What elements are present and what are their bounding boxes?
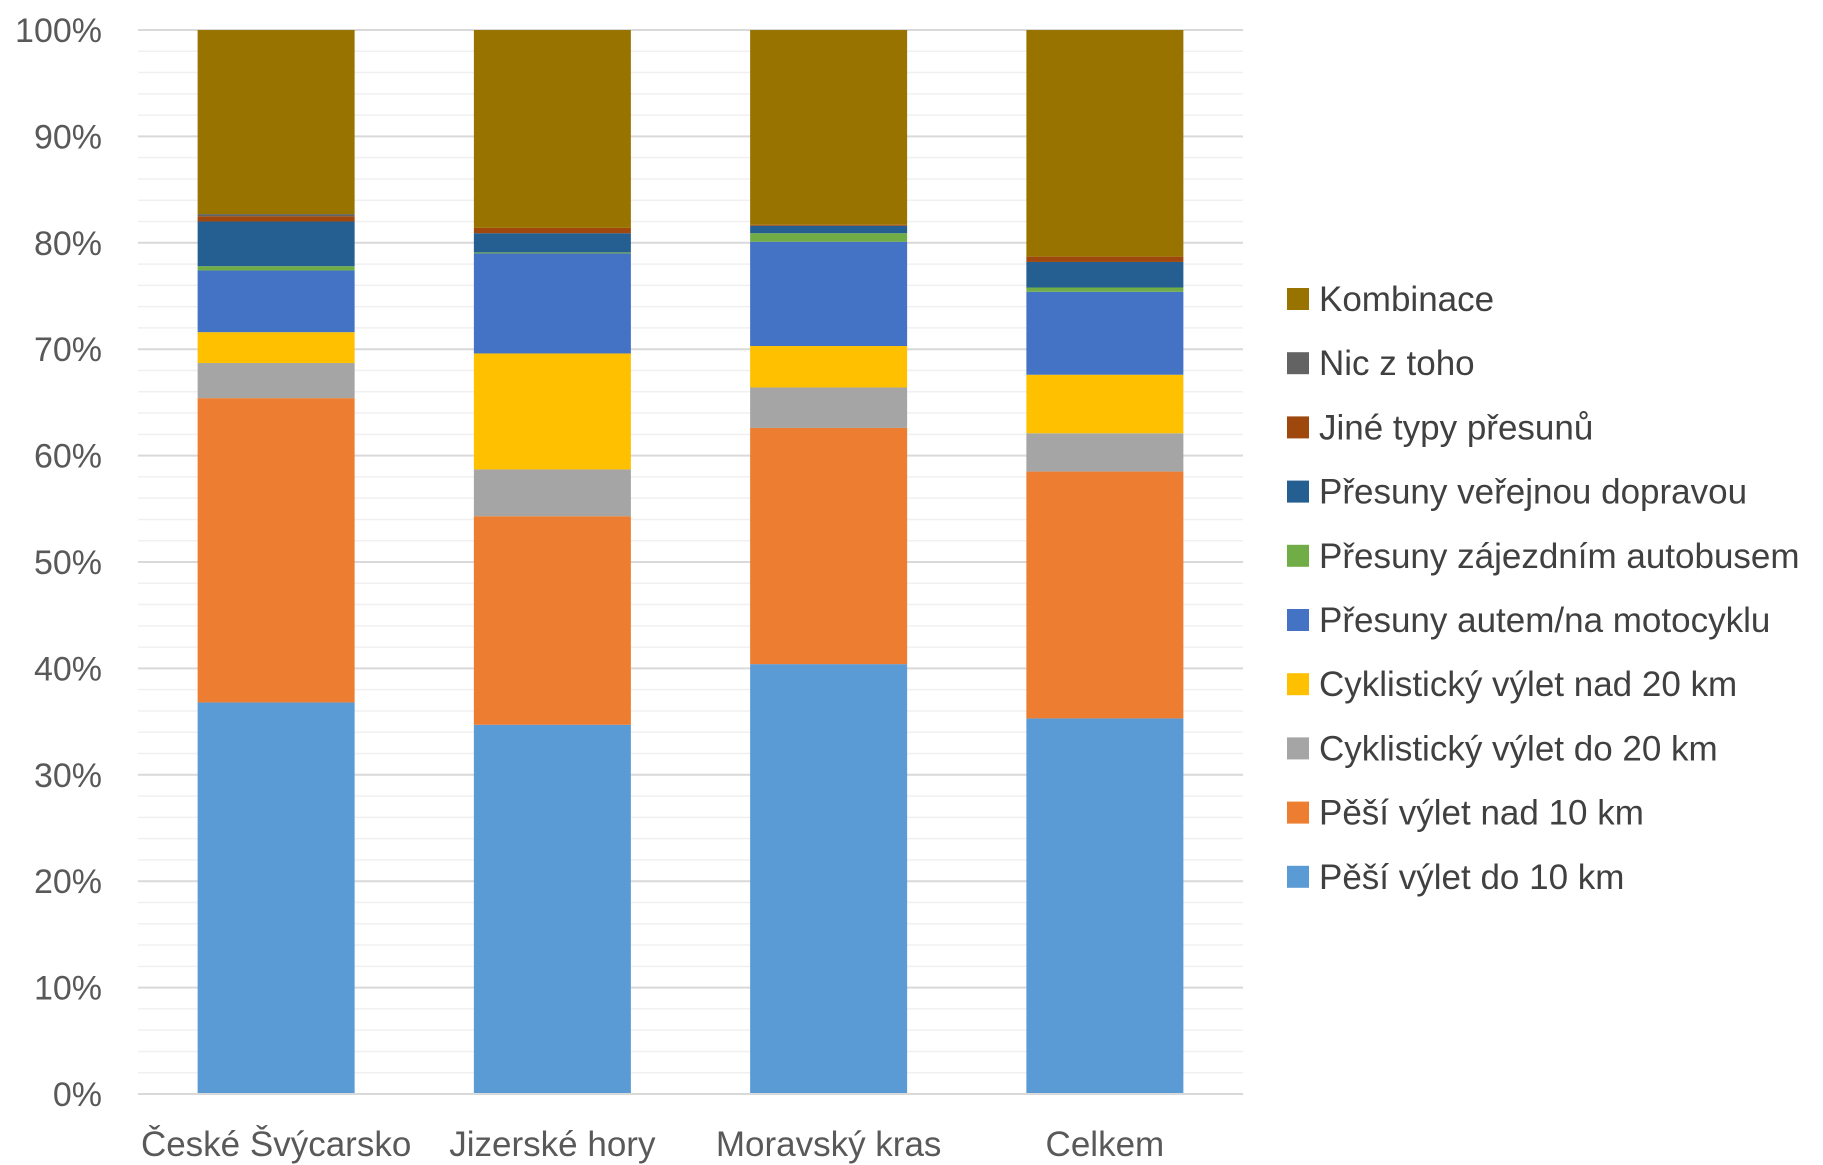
legend-label: Přesuny autem/na motocyklu <box>1319 601 1770 640</box>
bar-segment <box>1026 718 1184 1094</box>
bar-segment <box>473 252 631 254</box>
legend-swatch <box>1287 288 1309 310</box>
x-category-label: Jizerské hory <box>449 1125 656 1164</box>
legend-swatch <box>1287 609 1309 631</box>
bar-segment <box>197 30 355 215</box>
legend-label: Pěší výlet nad 10 km <box>1319 794 1644 833</box>
legend-label: Cyklistický výlet nad 20 km <box>1319 665 1737 704</box>
bar-segment <box>473 724 631 1094</box>
bar-segment <box>473 253 631 354</box>
legend-swatch <box>1287 544 1309 567</box>
bar-segment <box>473 469 631 517</box>
bar-segment <box>750 233 908 242</box>
bar-segment <box>1026 30 1184 257</box>
y-tick-label: 20% <box>34 863 102 901</box>
y-tick-label: 10% <box>34 970 102 1008</box>
legend-swatch <box>1287 416 1309 439</box>
bar-segment <box>1026 374 1184 434</box>
y-tick-label: 30% <box>34 757 102 795</box>
legend-swatch <box>1287 737 1309 760</box>
legend-swatch <box>1287 673 1309 696</box>
legend-swatch <box>1287 801 1309 824</box>
y-tick-label: 0% <box>53 1076 102 1114</box>
legend-label: Pěší výlet do 10 km <box>1319 858 1624 897</box>
bar-segment <box>750 346 908 388</box>
y-tick-label: 100% <box>15 12 102 50</box>
legend-item: Cyklistický výlet nad 20 km <box>1287 665 1737 704</box>
legend-swatch <box>1287 865 1309 888</box>
x-category-label: Moravský kras <box>716 1125 942 1164</box>
bar-segment <box>750 241 908 347</box>
legend-label: Kombinace <box>1319 280 1494 319</box>
bar-segment <box>750 224 908 226</box>
legend-item: Pěší výlet nad 10 km <box>1287 794 1644 833</box>
y-axis-ticks: 0% 10% 20% 30% 40% 50% 60% 70% 80% 90% 100% <box>15 12 102 1114</box>
legend-label: Přesuny zájezdním autobusem <box>1319 537 1800 576</box>
legend-item: Přesuny autem/na motocyklu <box>1287 601 1770 640</box>
legend-item: Přesuny zájezdním autobusem <box>1287 537 1800 576</box>
bar-segment <box>1026 256 1184 262</box>
legend: Kombinace Nic z toho Jiné typy přesunů Přes… <box>1287 280 1800 897</box>
bar-segment <box>750 664 908 1094</box>
bar-segment <box>197 214 355 217</box>
x-category-label: České Švýcarsko <box>141 1125 411 1164</box>
bar-segment <box>473 516 631 725</box>
x-axis-categories: České Švýcarsko Jizerské hory Moravský kra… <box>141 1125 1164 1164</box>
legend-label: Cyklistický výlet do 20 km <box>1319 729 1718 768</box>
bar-segment <box>1026 287 1184 292</box>
legend-item: Kombinace <box>1287 280 1494 319</box>
legend-item: Jiné typy přesunů <box>1287 408 1593 447</box>
bar-segment <box>473 353 631 470</box>
legend-item: Cyklistický výlet do 20 km <box>1287 729 1718 768</box>
bar-segment <box>473 233 631 253</box>
legend-label: Nic z toho <box>1319 344 1475 383</box>
bar-segment <box>1026 433 1184 472</box>
bar-segment <box>750 387 908 428</box>
y-tick-label: 90% <box>34 118 102 156</box>
bar-segment <box>197 221 355 267</box>
bar-segment <box>197 332 355 364</box>
bar-segment <box>197 363 355 399</box>
y-tick-label: 40% <box>34 650 102 688</box>
bar-segment <box>197 216 355 222</box>
bar-segment <box>750 30 908 225</box>
bar-segment <box>750 225 908 234</box>
legend-label: Jiné typy přesunů <box>1319 408 1593 447</box>
bar-segment <box>197 266 355 271</box>
y-tick-label: 70% <box>34 331 102 369</box>
legend-swatch <box>1287 480 1309 503</box>
y-tick-label: 50% <box>34 544 102 582</box>
y-tick-label: 80% <box>34 225 102 263</box>
bar-segment <box>473 227 631 234</box>
legend-label: Přesuny veřejnou dopravou <box>1319 473 1747 512</box>
bar-segment <box>1026 261 1184 288</box>
bar-segment <box>197 702 355 1094</box>
legend-item: Přesuny veřejnou dopravou <box>1287 473 1747 512</box>
x-category-label: Celkem <box>1046 1125 1165 1164</box>
bar-segment <box>473 30 631 228</box>
bar-segment <box>1026 291 1184 375</box>
legend-item: Pěší výlet do 10 km <box>1287 858 1624 897</box>
bar-segment <box>750 427 908 665</box>
legend-swatch <box>1287 352 1309 375</box>
bar-segment <box>197 398 355 703</box>
bar-segment <box>197 270 355 333</box>
y-tick-label: 60% <box>34 438 102 476</box>
legend-item: Nic z toho <box>1287 344 1475 383</box>
bars <box>197 30 1184 1094</box>
bar-segment <box>1026 471 1184 719</box>
